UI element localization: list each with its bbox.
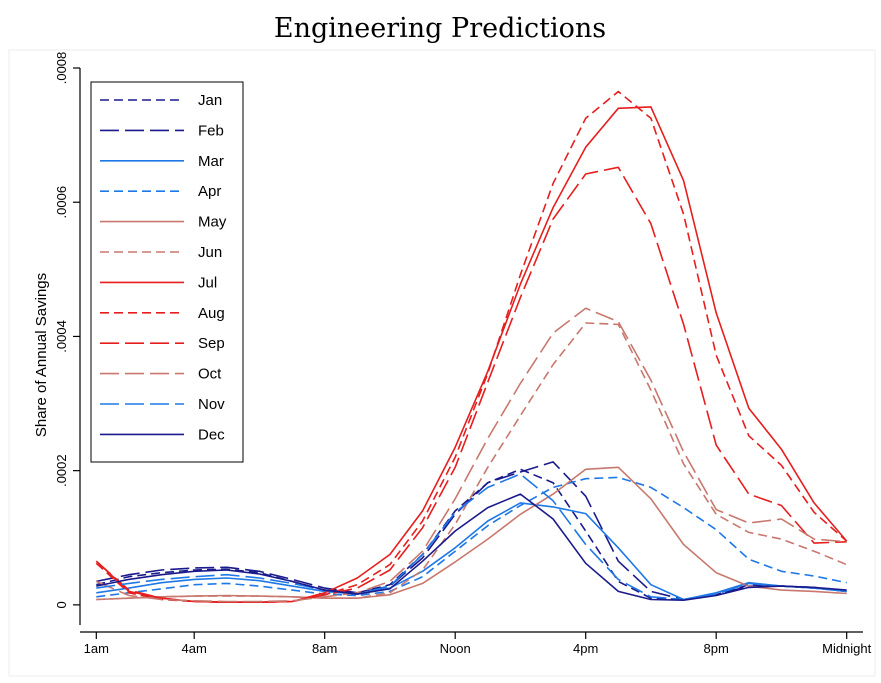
legend-label: Feb (198, 122, 224, 139)
legend-label: Jan (198, 92, 222, 109)
legend-label: Oct (198, 366, 222, 383)
series-line-jun (96, 322, 848, 601)
y-tick-label: .0006 (54, 186, 69, 219)
x-tick-label: 4pm (573, 641, 598, 656)
legend-label: Jul (198, 274, 217, 291)
y-tick-label: .0004 (54, 320, 69, 353)
series-line-dec (96, 493, 847, 602)
series-layer (95, 90, 848, 604)
chart-title: Engineering Predictions (274, 13, 606, 44)
series-line-may (96, 466, 847, 601)
x-tick-label: 8pm (704, 641, 729, 656)
y-axis-label: Share of Annual Savings (33, 273, 50, 437)
x-axis: 1am 4am 8am Noon 4pm 8pm Midnight (80, 631, 872, 656)
x-tick-label: 8am (312, 641, 337, 656)
series-line-mar (96, 502, 847, 601)
series-line-oct (95, 307, 847, 603)
legend: Jan Feb Mar Apr May Jun Jul Aug Sep Oct Nov Dec (90, 81, 244, 463)
legend-label: Apr (198, 183, 221, 200)
legend-label: Sep (198, 335, 225, 352)
y-tick-label: .0002 (54, 454, 69, 487)
series-line-apr (96, 476, 847, 598)
legend-label: May (198, 214, 227, 231)
legend-label: Nov (198, 396, 225, 413)
x-tick-label: 4am (182, 641, 207, 656)
legend-label: Dec (198, 426, 225, 443)
x-tick-label: Midnight (822, 641, 872, 656)
x-tick-label: 1am (84, 641, 109, 656)
x-tick-label: Noon (440, 641, 471, 656)
legend-label: Aug (198, 305, 225, 322)
legend-label: Jun (198, 244, 222, 261)
series-line-feb (96, 461, 847, 601)
series-line-nov (96, 473, 847, 601)
legend-box (90, 81, 244, 463)
series-line-aug (95, 90, 848, 604)
legend-label: Mar (198, 153, 224, 170)
y-tick-label: .0008 (54, 52, 69, 85)
y-tick-label: 0 (54, 601, 69, 608)
y-axis: 0 .0002 .0004 .0006 .0008 (54, 52, 81, 625)
